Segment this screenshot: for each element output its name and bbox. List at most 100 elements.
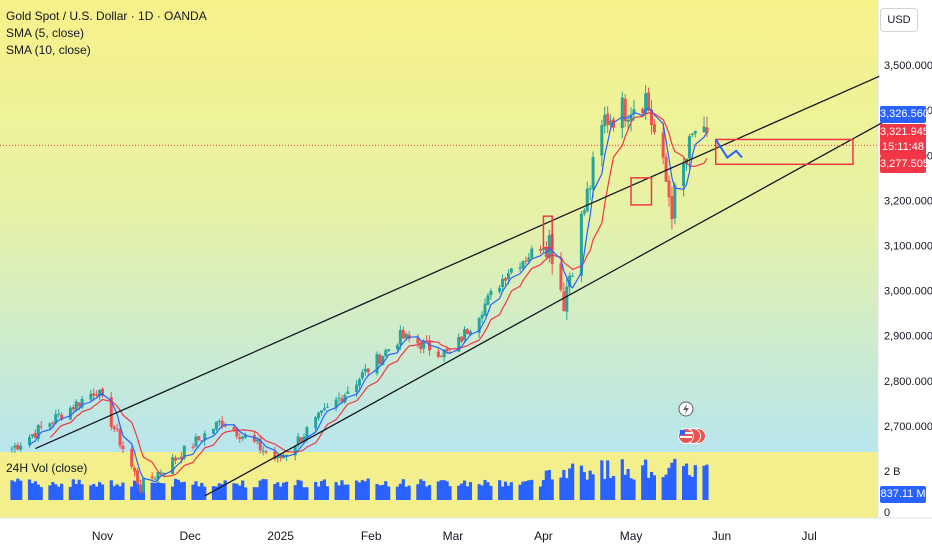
lightning-icon[interactable] [678,401,694,417]
y-tick-label: 3,500.000 [884,60,932,72]
volume-bar [223,480,227,500]
candle [530,245,534,259]
volume-bar [588,470,592,500]
sma5-legend[interactable]: SMA (5, close) [6,26,85,40]
volume-bar [375,483,379,500]
candle [466,327,470,335]
candle-body [404,333,408,339]
candle-body [629,114,633,121]
currency-button[interactable]: USD [880,8,918,32]
candle-body [498,287,502,292]
volume-bar [381,484,385,500]
candle-body [366,368,370,373]
candle [337,392,341,404]
projection-path [714,138,743,159]
volume-bar [641,465,645,500]
volume-bar [465,486,470,500]
countdown-tag: 15:11:48 [880,139,926,156]
volume-bar [673,458,677,500]
volume-bar [176,479,181,500]
volume-bar [135,483,140,500]
volume-bar [77,479,81,500]
volume-bar [384,481,388,500]
candle-body [609,120,613,126]
candle-body [28,437,32,446]
volume-bar [477,484,481,500]
candle-body [138,484,142,492]
candle [299,436,303,442]
candle-body [384,350,388,357]
volume-tick-label: 0 [884,507,890,519]
volume-bar [10,480,14,500]
volume-bar [498,480,502,500]
volume-bar [530,479,534,500]
volume-bar [684,463,689,500]
volume-legend[interactable]: 24H Vol (close) [6,461,88,475]
candle [241,435,245,442]
x-tick-label: Apr [534,529,553,543]
candle [89,389,93,403]
candle-body [334,399,338,408]
candle-body [156,472,160,480]
volume-bar [480,485,484,500]
plot-background [0,0,878,452]
y-tick-label: 3,100.000 [884,241,932,253]
candle-body [57,413,61,415]
candle-body [232,427,236,430]
candle [498,285,502,295]
volume-bar [60,483,64,500]
candle-body [360,372,364,379]
symbol-title[interactable]: Gold Spot / U.S. Dollar · 1D · OANDA [6,9,207,23]
candle [194,433,198,448]
volume-bar [244,487,248,500]
volume-bar [211,486,216,500]
candle-body [547,235,551,259]
candle-body [159,472,163,474]
volume-bar [509,482,513,500]
candle [322,403,326,412]
candle-body [217,420,221,423]
candle [71,404,75,413]
candle-body [489,290,493,295]
volume-bar [448,486,452,500]
candle-body [378,354,382,364]
volume-bar [623,474,627,500]
candle [57,408,61,418]
volume-bar [191,484,195,500]
zone-rectangle [714,138,854,166]
candle-body [10,448,14,450]
volume-bar [273,483,277,500]
candle-body [211,429,215,434]
sma10-legend[interactable]: SMA (10, close) [6,43,91,57]
candle-body [150,476,154,479]
last-price-tag: 3,321.945 [880,124,929,141]
volume-bar [378,485,382,500]
candle-body [276,455,280,459]
candle [395,343,399,352]
candle-body [136,470,140,484]
x-tick-label: Mar [443,529,464,543]
candle [480,311,484,324]
candle [571,272,575,277]
us-flag-events-icon[interactable] [677,427,707,445]
volume-bar [36,484,40,500]
candle-body [632,109,636,115]
candle-body [48,423,52,428]
candle-body [603,114,607,127]
volume-bar [419,479,423,500]
volume-bar [156,482,160,500]
candle [95,390,99,398]
candle [702,116,706,133]
volume-bar [360,480,364,500]
candle-body [317,412,321,419]
candle [568,272,572,295]
volume-bar [182,481,186,500]
volume-bar [118,486,122,500]
candle [673,182,677,225]
candle-body [644,93,648,115]
candle [141,477,145,494]
candle [687,133,691,170]
candle-body [71,407,75,410]
